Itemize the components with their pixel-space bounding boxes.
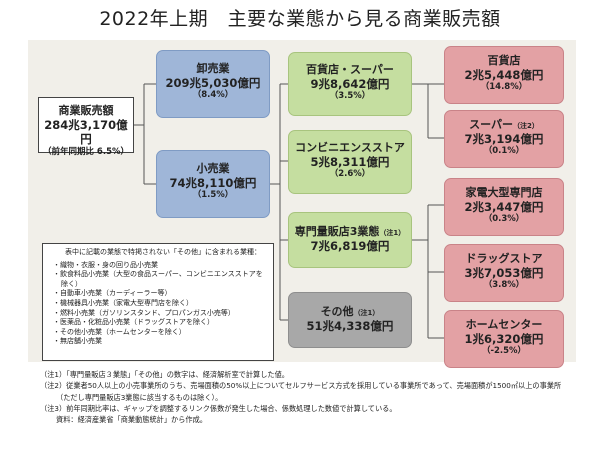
electronics-label: 家電大型専門店 <box>465 186 543 199</box>
other-value: 51兆4,338億円 <box>306 318 394 333</box>
note-item: ・機械器具小売業（家電大型専門店を除く） <box>53 298 193 307</box>
other-box: その他（注1） 51兆4,338億円 <box>288 292 412 348</box>
home-center-label: ホームセンター <box>465 318 543 331</box>
electronics-yoy: （0.3%） <box>483 214 525 225</box>
supermarket-label: スーパー <box>469 118 513 131</box>
dept-super-label: 百貨店・スーパー <box>306 63 394 76</box>
footnotes: （注1）「専門量販店３業態」「その他」の数字は、経済解析室で計算した値。 （注2… <box>40 369 596 425</box>
department-store-label: 百貨店 <box>487 54 521 67</box>
other-category-note-box: 表中に記載の業態で特掲されない「その他」に含まれる業種： ・織物・衣服・身の回り… <box>42 243 274 361</box>
department-store-value: 2兆5,448億円 <box>464 67 544 82</box>
department-store-yoy: （14.8%） <box>480 82 528 93</box>
retail-box: 小売業 74兆8,110億円 （1.5%） <box>156 150 270 218</box>
source-note: 資料：経済産業省「商業動態統計」から作成。 <box>56 415 207 425</box>
page-title: 2022年上期 主要な業態から見る商業販売額 <box>99 8 501 30</box>
note-item: ・医薬品・化粧品小売業（ドラッグストアを除く） <box>53 318 214 327</box>
home-center-value: 1兆6,320億円 <box>464 331 544 346</box>
retail-label: 小売業 <box>196 162 230 175</box>
footnote-2: （注2）従業者50人以上の小売事業所のうち、売場面積の50%以上についてセルフサ… <box>40 381 562 391</box>
total-sales-label: 商業販売額 <box>58 104 114 117</box>
specialty3-note-tag: （注1） <box>379 229 406 237</box>
dept-super-yoy: （3.5%） <box>329 91 371 102</box>
retail-value: 74兆8,110億円 <box>169 175 257 190</box>
electronics-value: 2兆3,447億円 <box>464 199 544 214</box>
supermarket-value: 7兆3,194億円 <box>464 131 544 146</box>
wholesale-box: 卸売業 209兆5,030億円 （8.4%） <box>156 50 270 118</box>
convenience-box: コンビニエンスストア 5兆8,311億円 （2.6%） <box>288 130 412 194</box>
note-item: ・飲食料品小売業（大型の食品スーパー、コンビニエンスストアを除く） <box>53 270 263 288</box>
footnote-2-continued: （ただし専門量販店3業態に該当するものは除く）。 <box>56 392 223 402</box>
home-center-yoy: （-2.5%） <box>481 346 527 357</box>
note-item: ・燃料小売業（ガソリンスタンド、プロパンガス小売等） <box>53 308 235 317</box>
drugstore-yoy: （3.8%） <box>483 280 525 291</box>
dept-super-value: 9兆8,642億円 <box>310 76 390 91</box>
wholesale-label: 卸売業 <box>196 62 230 75</box>
total-sales-yoy: （前年同期比 6.5%） <box>42 146 130 157</box>
note-item: ・自動車小売業（カーディーラー等） <box>53 289 172 298</box>
supermarket-box: スーパー（注2） 7兆3,194億円 （0.1%） <box>444 110 564 168</box>
other-label: その他 <box>320 305 354 318</box>
supermarket-yoy: （0.1%） <box>483 146 525 157</box>
convenience-yoy: （2.6%） <box>329 169 371 180</box>
specialty3-label: 専門量販店3業態 <box>294 225 380 238</box>
department-store-box: 百貨店 2兆5,448億円 （14.8%） <box>444 46 564 104</box>
wholesale-value: 209兆5,030億円 <box>165 75 261 90</box>
retail-yoy: （1.5%） <box>192 190 234 201</box>
supermarket-label-line: スーパー（注2） <box>445 118 563 132</box>
convenience-value: 5兆8,311億円 <box>310 154 390 169</box>
total-sales-box: 商業販売額 284兆3,170億円 （前年同期比 6.5%） <box>38 97 134 157</box>
electronics-box: 家電大型専門店 2兆3,447億円 （0.3%） <box>444 178 564 236</box>
convenience-label: コンビニエンスストア <box>295 141 405 154</box>
specialty3-value: 7兆6,819億円 <box>310 238 390 253</box>
other-note-tag: （注1） <box>353 309 380 317</box>
other-label-line: その他（注1） <box>289 305 411 319</box>
total-sales-value: 284兆3,170億円 <box>44 117 128 147</box>
home-center-box: ホームセンター 1兆6,320億円 （-2.5%） <box>444 310 564 368</box>
wholesale-yoy: （8.4%） <box>192 90 234 101</box>
note-intro: 表中に記載の業態で特掲されない「その他」に含まれる業種： <box>65 248 261 256</box>
supermarket-note-tag: （注2） <box>513 122 539 130</box>
drugstore-box: ドラッグストア 3兆7,053億円 （3.8%） <box>444 244 564 302</box>
footnote-3: （注3）前年同期比率は、ギャップを調整するリンク係数が発生した場合、係数処理した… <box>40 403 397 413</box>
specialty3-box: 専門量販店3業態（注1） 7兆6,819億円 <box>288 212 412 268</box>
drugstore-value: 3兆7,053億円 <box>464 265 544 280</box>
note-item: ・織物・衣服・身の回り品小売業 <box>53 260 158 269</box>
note-item: ・その他小売業（ホームセンターを除く） <box>53 327 186 336</box>
note-item: ・無店舗小売業 <box>53 337 102 346</box>
dept-super-box: 百貨店・スーパー 9兆8,642億円 （3.5%） <box>288 52 412 116</box>
specialty3-label-line: 専門量販店3業態（注1） <box>289 225 411 239</box>
drugstore-label: ドラッグストア <box>465 252 543 265</box>
footnote-1: （注1）「専門量販店３業態」「その他」の数字は、経済解析室で計算した値。 <box>40 370 289 379</box>
